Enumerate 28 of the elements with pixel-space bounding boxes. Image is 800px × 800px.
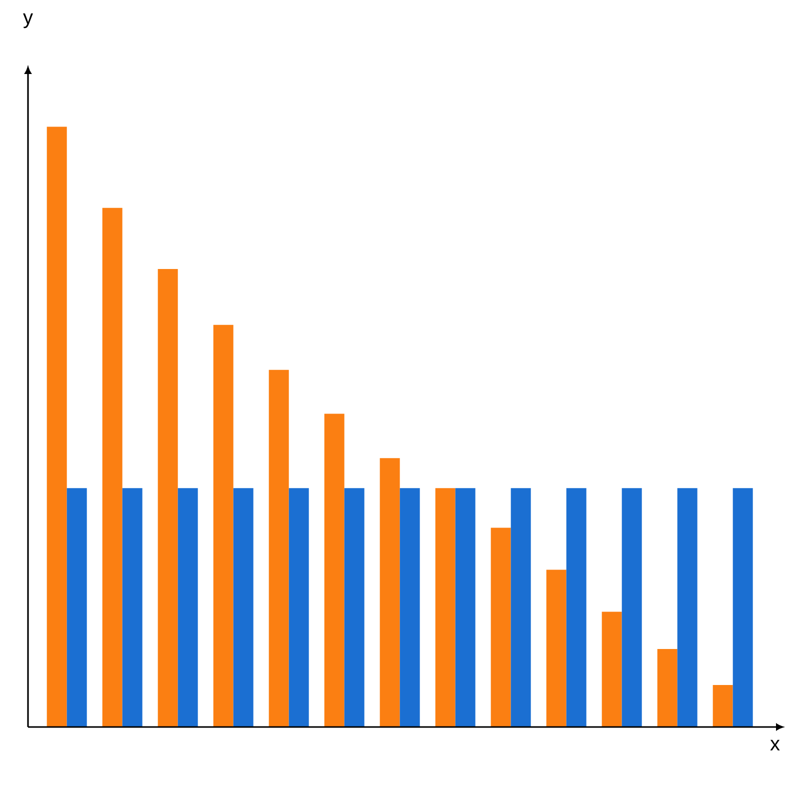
- bar: [712, 684, 733, 727]
- bar: [546, 570, 566, 727]
- bar: [732, 488, 753, 727]
- bar: [344, 488, 364, 727]
- bar: [380, 458, 400, 727]
- bar: [490, 528, 511, 727]
- bar: [455, 488, 476, 727]
- bar: [657, 648, 678, 727]
- bar: [102, 208, 122, 727]
- bar: [677, 488, 698, 727]
- bar: [122, 488, 142, 727]
- bar: [566, 488, 586, 727]
- bar: [158, 269, 178, 727]
- bar: [233, 488, 254, 727]
- bar: [622, 488, 642, 727]
- bar: [213, 324, 234, 727]
- bar: [46, 126, 67, 727]
- bar: [324, 414, 344, 727]
- bar: [510, 488, 531, 727]
- bar: [602, 612, 622, 727]
- x-axis-title: x: [770, 740, 780, 750]
- bar: [268, 370, 289, 727]
- bar: [66, 488, 87, 727]
- bar: [288, 488, 309, 727]
- bar: [400, 488, 420, 727]
- bar: [178, 488, 198, 727]
- y-axis-title: y: [23, 13, 33, 28]
- bar: [435, 488, 456, 727]
